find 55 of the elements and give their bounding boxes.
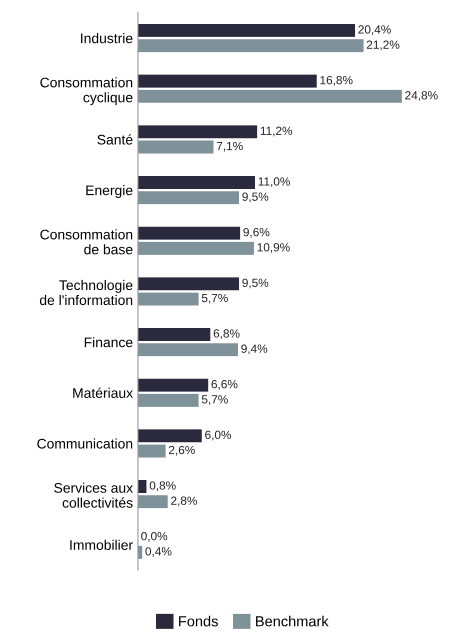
data-label: 6,0%	[205, 430, 232, 440]
bar	[138, 444, 166, 458]
data-label: 6,6%	[212, 380, 238, 390]
data-label: 10,9%	[258, 243, 290, 253]
data-label: 0,8%	[150, 481, 176, 492]
data-label: 0,4%	[145, 547, 172, 557]
data-label: 5,7%	[202, 395, 228, 405]
data-label: 6,8%	[214, 329, 240, 340]
y-tick-label: Immobilier	[70, 540, 133, 550]
legend-label: Fonds	[179, 616, 218, 626]
bar	[138, 480, 146, 493]
bar	[138, 277, 240, 290]
bar	[138, 429, 202, 442]
y-tick-label: Industrie	[81, 33, 132, 44]
data-label: 0,0%	[141, 532, 168, 542]
bar	[138, 343, 238, 356]
data-label: 16,8%	[320, 76, 353, 86]
data-label: 9,4%	[241, 344, 268, 354]
data-label: 2,6%	[168, 446, 195, 456]
data-label: 7,1%	[216, 142, 243, 152]
bar	[138, 90, 402, 103]
y-tick-label: Matériaux	[73, 388, 133, 398]
y-tick-label: Energie	[86, 185, 132, 198]
bar	[138, 292, 199, 306]
bar	[138, 125, 258, 138]
bar	[138, 495, 168, 508]
y-tick-label: Consommation de base	[40, 229, 132, 254]
data-label: 9,5%	[242, 192, 268, 202]
y-tick-label: Santé	[97, 134, 132, 145]
data-label: 24,8%	[405, 91, 438, 101]
bar	[138, 39, 364, 52]
bar	[138, 24, 356, 37]
y-tick-label: Services aux collectivités	[54, 482, 133, 508]
bar	[138, 226, 240, 240]
data-label: 5,7%	[202, 294, 228, 304]
data-label: 9,5%	[242, 278, 268, 288]
data-label: 11,2%	[260, 126, 292, 136]
bar	[138, 242, 254, 255]
data-label: 2,8%	[171, 496, 197, 506]
bar	[138, 328, 210, 341]
bar	[138, 176, 255, 189]
bar	[138, 378, 208, 392]
data-label: 9,6%	[243, 228, 270, 238]
y-tick-label: Consommation cyclique	[40, 77, 132, 106]
bar	[138, 74, 317, 88]
legend-label: Benchmark	[256, 616, 329, 626]
data-label: 20,4%	[358, 25, 391, 36]
data-label: 21,2%	[366, 40, 400, 50]
bar	[138, 394, 199, 407]
bar	[138, 191, 240, 204]
y-tick-label: Technologie de l'information	[40, 280, 132, 306]
y-tick-label: Communication	[37, 438, 132, 449]
data-label: 11,0%	[258, 177, 290, 188]
y-tick-label: Finance	[84, 337, 132, 348]
bar	[138, 140, 214, 154]
